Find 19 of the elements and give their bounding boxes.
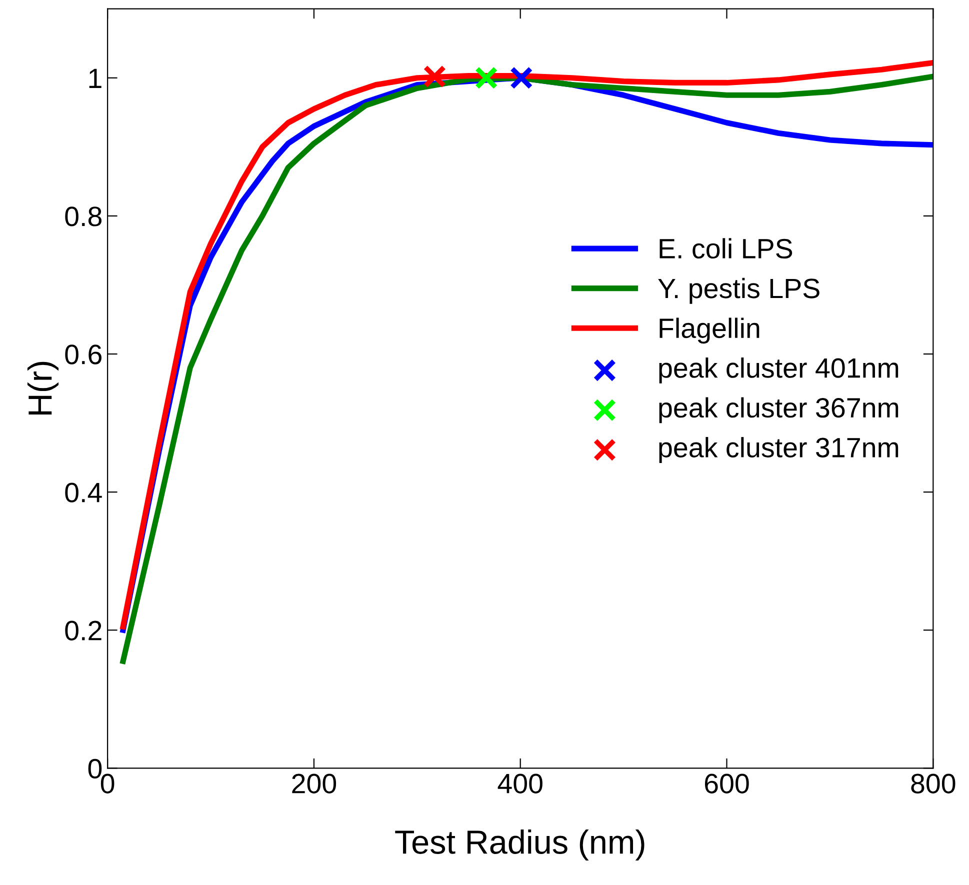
legend-label: peak cluster 401nm xyxy=(659,357,898,384)
legend-label: peak cluster 317nm xyxy=(659,437,898,463)
y-tick-label: 0 xyxy=(88,758,102,779)
legend-label: Flagellin xyxy=(660,318,760,344)
y-tick-label: 1 xyxy=(89,68,102,88)
x-axis-title: Test Radius (nm) xyxy=(395,829,644,861)
x-tick-label: 800 xyxy=(911,774,956,794)
y-tick-label: 0.2 xyxy=(65,620,102,640)
y-tick-label: 0.4 xyxy=(65,482,102,502)
x-tick-label: 200 xyxy=(292,774,336,794)
y-tick-label: 0.8 xyxy=(65,206,102,226)
legend-label: Y. pestis LPS xyxy=(658,278,820,304)
y-tick-label: 0.6 xyxy=(65,344,102,364)
legend-label: peak cluster 367nm xyxy=(659,397,898,424)
x-tick-label: 400 xyxy=(498,774,542,794)
legend-label: E. coli LPS xyxy=(660,238,792,259)
x-tick-label: 0 xyxy=(100,774,114,794)
y-axis-title: H(r) xyxy=(27,362,59,414)
x-tick-label: 600 xyxy=(704,774,749,794)
